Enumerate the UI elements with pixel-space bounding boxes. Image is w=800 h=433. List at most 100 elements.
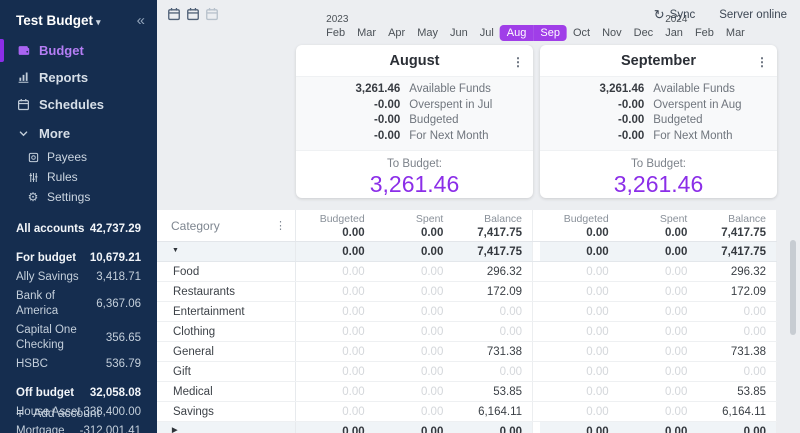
category-name[interactable]: Medical [157, 382, 296, 401]
bills-budgeted-m2[interactable]: 0.00 [586, 426, 609, 433]
month-menu-icon[interactable]: ⋮ [756, 55, 768, 69]
all-accounts-row[interactable]: All accounts 42,737.29 [0, 220, 157, 239]
month-jul-5[interactable]: Jul [479, 27, 494, 39]
clothing-budgeted-m2[interactable]: 0.00 [586, 326, 609, 338]
savings-balance-m1[interactable]: 6,164.11 [478, 406, 523, 418]
entertainment-budgeted-m1[interactable]: 0.00 [342, 306, 365, 318]
sidebar-item-rules[interactable]: Rules [0, 167, 157, 187]
header-budgeted-m1[interactable]: Budgeted 0.00 [296, 210, 375, 241]
month-nov-9[interactable]: Nov [602, 27, 622, 39]
clothing-spent-m1[interactable]: 0.00 [420, 326, 444, 338]
sidebar-item-settings[interactable]: ⚙ Settings [0, 187, 157, 207]
header-balance-m2[interactable]: Balance 7,417.75 [697, 210, 776, 241]
account-row-mortgage[interactable]: Mortgage -312,001.41 [0, 422, 157, 433]
savings-budgeted-m1[interactable]: 0.00 [342, 406, 365, 418]
restaurants-balance-m1[interactable]: 172.09 [486, 286, 523, 298]
category-row-restaurants[interactable]: Restaurants 0.00 0.00 172.09 0.00 0.00 172.09 [157, 282, 777, 302]
month-feb-0[interactable]: 2023 Feb [326, 14, 349, 39]
category-name[interactable]: General [157, 342, 296, 361]
savings-budgeted-m2[interactable]: 0.00 [586, 406, 609, 418]
month-mar-13[interactable]: Mar [725, 27, 745, 39]
category-row-gift[interactable]: Gift 0.00 0.00 0.00 0.00 0.00 0.00 [157, 362, 777, 382]
account-group-for-budget[interactable]: For budget 10,679.21 [0, 249, 157, 268]
sidebar-item-payees[interactable]: Payees [0, 147, 157, 167]
bills-spent-m2[interactable]: 0.00 [664, 426, 688, 433]
medical-spent-m2[interactable]: 0.00 [664, 386, 688, 398]
gift-balance-m2[interactable]: 0.00 [743, 366, 767, 378]
entertainment-balance-m2[interactable]: 0.00 [743, 306, 767, 318]
month-count-2-toggle[interactable] [186, 7, 200, 21]
medical-budgeted-m1[interactable]: 0.00 [342, 386, 365, 398]
general-spent-m1[interactable]: 0.00 [420, 346, 444, 358]
sidebar-more-toggle[interactable]: More [0, 120, 157, 147]
group-row-bills[interactable]: ▶Bills 0.00 0.00 0.00 0.00 0.00 0.00 [157, 422, 777, 433]
month-menu-icon[interactable]: ⋮ [512, 55, 524, 69]
account-row-capital-one-checking[interactable]: Capital One Checking 356.65 [0, 321, 157, 355]
category-row-savings[interactable]: Savings 0.00 0.00 6,164.11 0.00 0.00 6,164.11 [157, 402, 777, 422]
header-spent-m1[interactable]: Spent 0.00 [375, 210, 454, 241]
restaurants-spent-m2[interactable]: 0.00 [664, 286, 688, 298]
scrollbar-thumb[interactable] [790, 240, 796, 335]
to-budget-september[interactable]: To Budget: 3,261.46 [540, 151, 777, 198]
month-sep-7[interactable]: Sep [533, 25, 567, 41]
food-budgeted-m1[interactable]: 0.00 [342, 266, 365, 278]
category-menu-icon[interactable]: ⋮ [275, 220, 286, 232]
general-spent-m2[interactable]: 0.00 [664, 346, 688, 358]
category-name[interactable]: Gift [157, 362, 296, 381]
sidebar-item-budget[interactable]: Budget [0, 37, 157, 64]
month-oct-8[interactable]: Oct [572, 27, 591, 39]
gift-balance-m1[interactable]: 0.00 [499, 366, 523, 378]
month-may-3[interactable]: May [417, 27, 438, 39]
savings-balance-m2[interactable]: 6,164.11 [722, 406, 767, 418]
account-row-hsbc[interactable]: HSBC 536.79 [0, 355, 157, 374]
month-apr-2[interactable]: Apr [388, 27, 406, 39]
clothing-spent-m2[interactable]: 0.00 [664, 326, 688, 338]
general-balance-m2[interactable]: 731.38 [730, 346, 767, 358]
entertainment-spent-m2[interactable]: 0.00 [664, 306, 688, 318]
sidebar-item-schedules[interactable]: Schedules [0, 91, 157, 118]
sidebar-collapse-button[interactable]: « [136, 12, 145, 29]
bills-budgeted-m1[interactable]: 0.00 [342, 426, 365, 433]
gift-budgeted-m2[interactable]: 0.00 [586, 366, 609, 378]
entertainment-budgeted-m2[interactable]: 0.00 [586, 306, 609, 318]
server-status-button[interactable]: Server online [719, 8, 787, 21]
bills-spent-m1[interactable]: 0.00 [420, 426, 444, 433]
month-feb-12[interactable]: Feb [694, 27, 714, 39]
category-row-clothing[interactable]: Clothing 0.00 0.00 0.00 0.00 0.00 0.00 [157, 322, 777, 342]
to-budget-august[interactable]: To Budget: 3,261.46 [296, 151, 533, 198]
group-row-usual-expenses[interactable]: ▼Usual Expenses 0.00 0.00 7,417.75 0.00 0.00 7… [157, 242, 777, 262]
usual-expenses-budgeted-m2[interactable]: 0.00 [586, 246, 609, 258]
medical-balance-m2[interactable]: 53.85 [737, 386, 767, 398]
usual-expenses-balance-m2[interactable]: 7,417.75 [721, 246, 767, 258]
triangle-right-icon[interactable]: ▶ [172, 427, 178, 433]
category-name[interactable]: Food [157, 262, 296, 281]
add-account-button[interactable]: + Add account [0, 399, 116, 427]
entertainment-spent-m1[interactable]: 0.00 [420, 306, 444, 318]
budget-file-menu[interactable]: Test Budget ▾ [16, 13, 101, 28]
medical-spent-m1[interactable]: 0.00 [420, 386, 444, 398]
restaurants-budgeted-m2[interactable]: 0.00 [586, 286, 609, 298]
gift-spent-m1[interactable]: 0.00 [420, 366, 444, 378]
restaurants-spent-m1[interactable]: 0.00 [420, 286, 444, 298]
header-spent-m2[interactable]: Spent 0.00 [619, 210, 698, 241]
triangle-down-icon[interactable]: ▼ [172, 247, 179, 254]
category-row-medical[interactable]: Medical 0.00 0.00 53.85 0.00 0.00 53.85 [157, 382, 777, 402]
clothing-balance-m2[interactable]: 0.00 [743, 326, 767, 338]
clothing-budgeted-m1[interactable]: 0.00 [342, 326, 365, 338]
header-budgeted-m2[interactable]: Budgeted 0.00 [540, 210, 619, 241]
category-row-general[interactable]: General 0.00 0.00 731.38 0.00 0.00 731.38 [157, 342, 777, 362]
general-budgeted-m1[interactable]: 0.00 [342, 346, 365, 358]
category-row-food[interactable]: Food 0.00 0.00 296.32 0.00 0.00 296.32 [157, 262, 777, 282]
food-budgeted-m2[interactable]: 0.00 [586, 266, 609, 278]
category-name[interactable]: Restaurants [157, 282, 296, 301]
general-budgeted-m2[interactable]: 0.00 [586, 346, 609, 358]
food-balance-m1[interactable]: 296.32 [486, 266, 523, 278]
entertainment-balance-m1[interactable]: 0.00 [499, 306, 523, 318]
category-name[interactable]: Savings [157, 402, 296, 421]
header-balance-m1[interactable]: Balance 7,417.75 [453, 210, 532, 241]
month-aug-6[interactable]: Aug [499, 25, 534, 41]
bills-balance-m2[interactable]: 0.00 [743, 426, 767, 433]
clothing-balance-m1[interactable]: 0.00 [499, 326, 523, 338]
food-spent-m1[interactable]: 0.00 [420, 266, 444, 278]
sync-button[interactable]: ↻ Sync [654, 8, 695, 21]
